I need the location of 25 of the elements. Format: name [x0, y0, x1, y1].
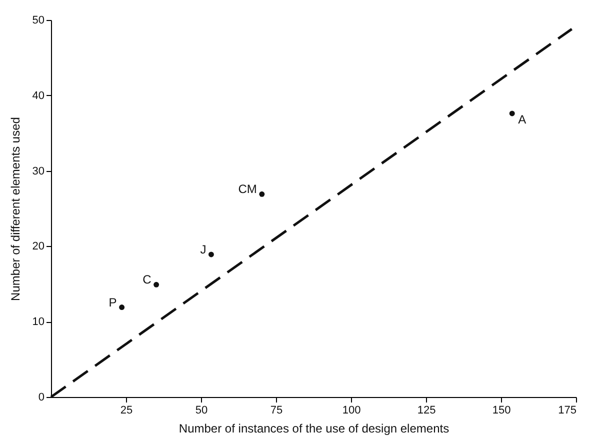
- annotation: C: [142, 272, 152, 287]
- y-axis-title: Number of different elements used: [8, 117, 22, 301]
- x-tick-label: 25: [120, 404, 133, 416]
- point: [509, 110, 515, 116]
- point: [154, 282, 160, 288]
- annotation: P: [108, 295, 117, 310]
- point: [119, 304, 125, 310]
- annotation: CM: [238, 182, 257, 196]
- y-tick-label: 20: [32, 240, 44, 253]
- y-tick-label: 0: [38, 392, 44, 404]
- y-tick-label: 40: [32, 90, 44, 102]
- point: [208, 252, 214, 258]
- x-tick-label: 175: [558, 404, 576, 416]
- y-tick-label: 10: [32, 316, 44, 328]
- x-axis-title: Number of instances of the use of design elements: [178, 422, 450, 436]
- x-tick-label: 150: [492, 404, 511, 416]
- x-tick-label: 125: [417, 404, 436, 416]
- annotation: A: [518, 112, 526, 126]
- x-tick-label: 50: [195, 404, 208, 416]
- annotation: J: [200, 242, 206, 256]
- x-tick-label: 75: [270, 404, 283, 416]
- y-tick-label: 30: [32, 165, 44, 178]
- x-tick-label: 100: [342, 404, 361, 416]
- point: [259, 191, 265, 197]
- y-tick-label: 50: [32, 14, 44, 26]
